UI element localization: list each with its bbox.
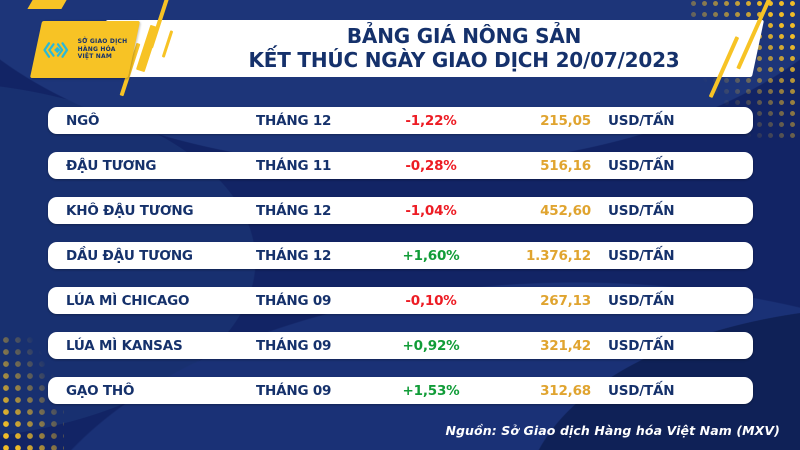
title-line-1: BẢNG GIÁ NÔNG SẢN [346, 24, 582, 48]
change-percent: -0,28% [405, 157, 457, 174]
table-row: LÚA MÌ CHICAGO THÁNG 09 -0,10% 267,13 US… [48, 287, 753, 314]
contract-month: THÁNG 11 [256, 157, 332, 174]
contract-month: THÁNG 12 [256, 202, 332, 219]
contract-month: THÁNG 12 [256, 112, 332, 129]
price-unit: USD/TẤN [608, 247, 675, 264]
price-table: NGÔ THÁNG 12 -1,22% 215,05 USD/TẤN ĐẬU T… [48, 107, 753, 422]
mxv-logo-text: SỞ GIAO DỊCH HÀNG HÓA VIỆT NAM [77, 37, 128, 61]
change-percent: -1,22% [405, 112, 457, 129]
price-unit: USD/TẤN [608, 202, 675, 219]
price-value: 215,05 [540, 112, 591, 129]
commodity-name: LÚA MÌ KANSAS [66, 337, 183, 354]
mxv-chevron-icon [43, 41, 68, 58]
price-value: 267,13 [540, 292, 591, 309]
mxv-logo: SỞ GIAO DỊCH HÀNG HÓA VIỆT NAM [29, 21, 141, 78]
table-row: LÚA MÌ KANSAS THÁNG 09 +0,92% 321,42 USD… [48, 332, 753, 359]
price-unit: USD/TẤN [608, 157, 675, 174]
price-unit: USD/TẤN [608, 382, 675, 399]
table-row: ĐẬU TƯƠNG THÁNG 11 -0,28% 516,16 USD/TẤN [48, 152, 753, 179]
price-value: 516,16 [540, 157, 591, 174]
commodity-name: GẠO THÔ [66, 382, 135, 399]
source-credit: Nguồn: Sở Giao dịch Hàng hóa Việt Nam (M… [445, 423, 780, 438]
price-unit: USD/TẤN [608, 337, 675, 354]
price-unit: USD/TẤN [608, 112, 675, 129]
commodity-name: KHÔ ĐẬU TƯƠNG [66, 202, 194, 219]
price-unit: USD/TẤN [608, 292, 675, 309]
table-row: DẦU ĐẬU TƯƠNG THÁNG 12 +1,60% 1.376,12 U… [48, 242, 753, 269]
table-row: NGÔ THÁNG 12 -1,22% 215,05 USD/TẤN [48, 107, 753, 134]
page-title: BẢNG GIÁ NÔNG SẢN KẾT THÚC NGÀY GIAO DỊC… [170, 24, 758, 72]
commodity-name: DẦU ĐẬU TƯƠNG [66, 247, 193, 264]
price-value: 321,42 [540, 337, 591, 354]
contract-month: THÁNG 09 [256, 382, 332, 399]
price-value: 1.376,12 [525, 247, 591, 264]
change-percent: -0,10% [405, 292, 457, 309]
commodity-name: ĐẬU TƯƠNG [66, 157, 157, 174]
change-percent: +0,92% [402, 337, 460, 354]
corner-accent-chip [27, 0, 67, 9]
price-value: 452,60 [540, 202, 591, 219]
table-row: GẠO THÔ THÁNG 09 +1,53% 312,68 USD/TẤN [48, 377, 753, 404]
contract-month: THÁNG 09 [256, 292, 332, 309]
change-percent: +1,53% [402, 382, 460, 399]
table-row: KHÔ ĐẬU TƯƠNG THÁNG 12 -1,04% 452,60 USD… [48, 197, 753, 224]
commodity-name: NGÔ [66, 112, 100, 129]
price-value: 312,68 [540, 382, 591, 399]
mxv-logo-content: SỞ GIAO DỊCH HÀNG HÓA VIỆT NAM [36, 21, 134, 78]
contract-month: THÁNG 12 [256, 247, 332, 264]
contract-month: THÁNG 09 [256, 337, 332, 354]
title-line-2: KẾT THÚC NGÀY GIAO DỊCH 20/07/2023 [248, 48, 680, 72]
change-percent: +1,60% [402, 247, 460, 264]
change-percent: -1,04% [405, 202, 457, 219]
commodity-name: LÚA MÌ CHICAGO [66, 292, 190, 309]
